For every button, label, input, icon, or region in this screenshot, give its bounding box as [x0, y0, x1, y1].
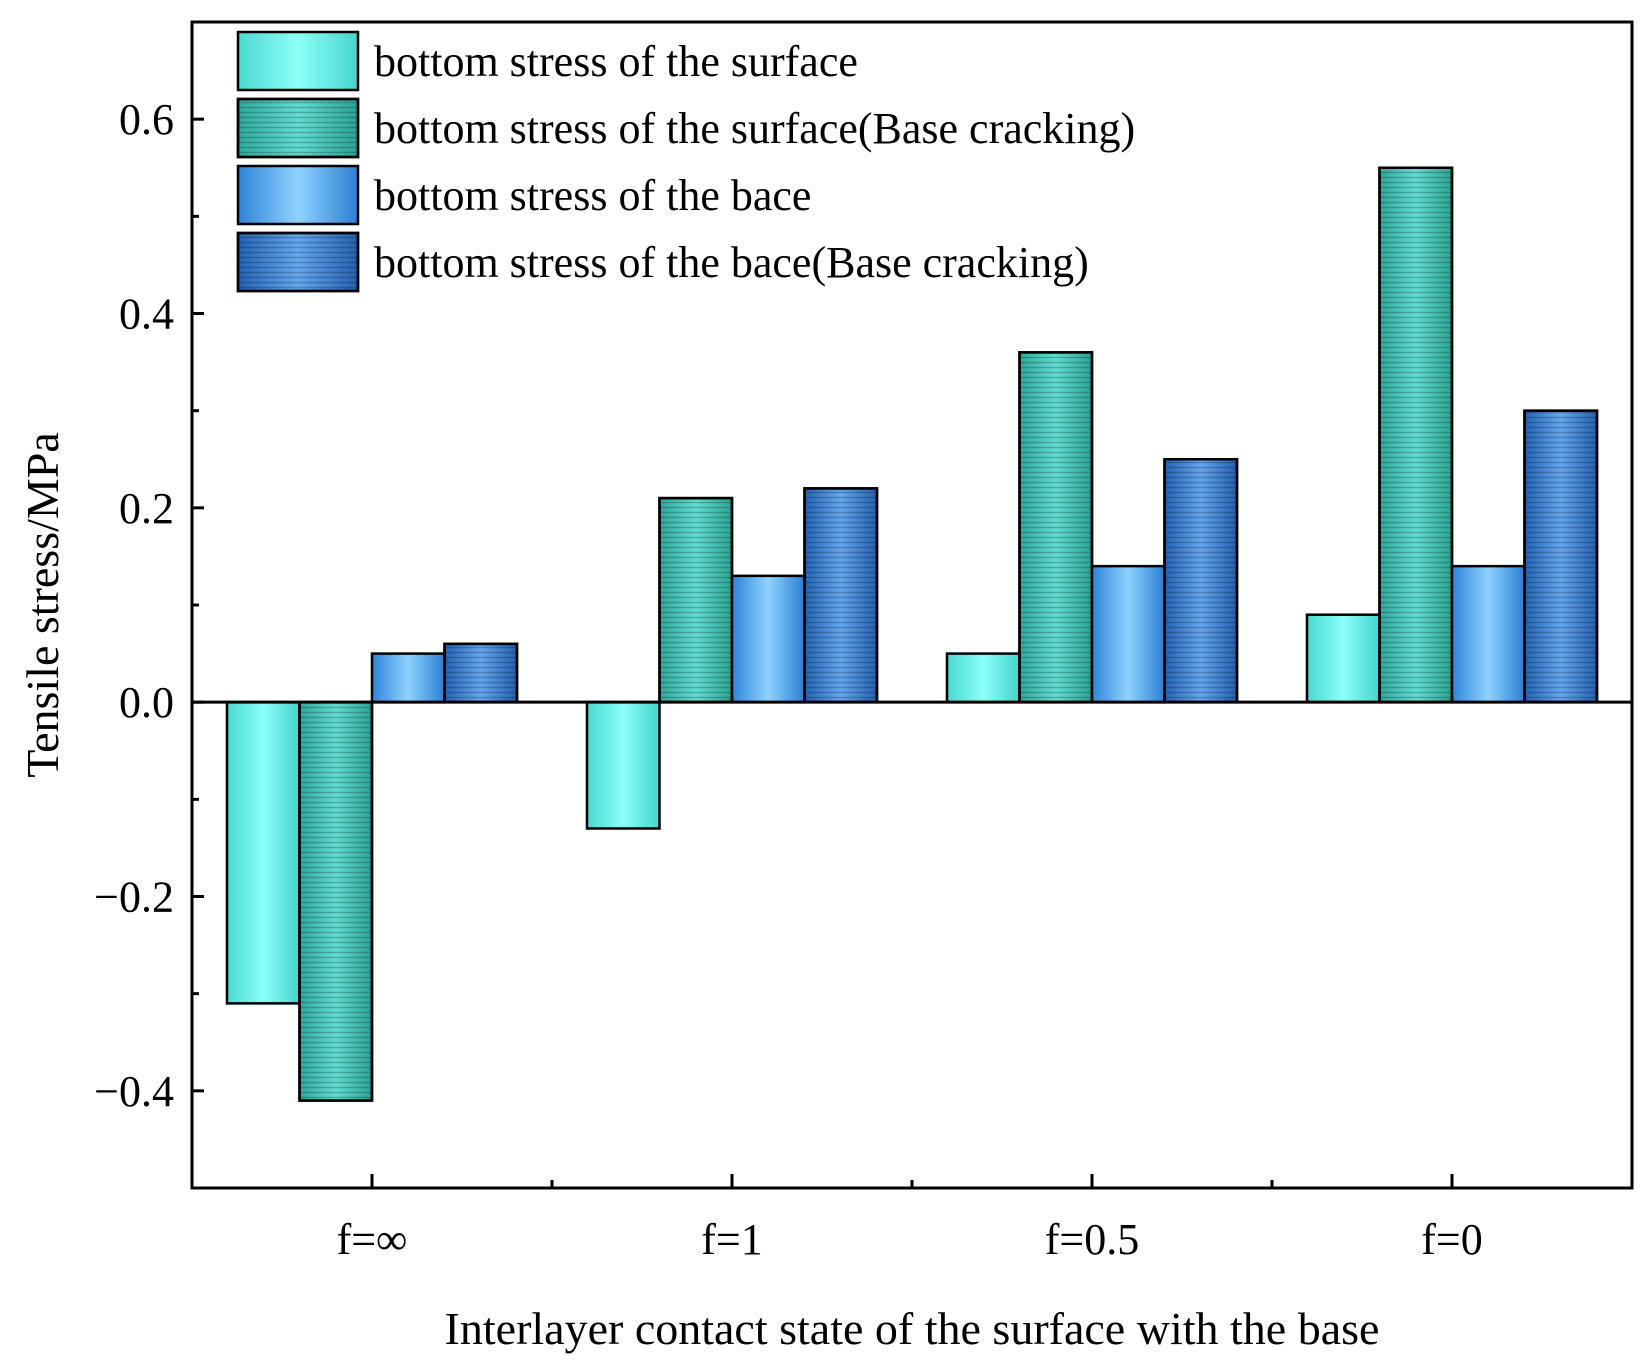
- bar-hatch-s1-c1: [658, 496, 734, 704]
- y-tick-label: −0.4: [94, 1067, 174, 1116]
- bar-s2-c3: [1450, 564, 1526, 704]
- bar-s2-c1: [730, 574, 806, 704]
- x-tick-label: f=∞: [337, 1215, 408, 1264]
- bar-s2-c0: [370, 652, 446, 704]
- bar-hatch-s3-c0: [443, 642, 519, 704]
- bar-hatch-s1-c3: [1378, 166, 1454, 704]
- x-tick-label: f=0.5: [1045, 1215, 1139, 1264]
- y-tick-label: −0.2: [94, 873, 174, 922]
- bar-s0-c0: [225, 700, 301, 1005]
- legend-swatch-0: [236, 30, 360, 92]
- bar-hatch-s1-c2: [1018, 351, 1094, 704]
- bar-s0-c2: [945, 652, 1021, 704]
- y-axis-title: Tensile stress/MPa: [17, 432, 68, 778]
- x-tick-label: f=0: [1421, 1215, 1482, 1264]
- y-tick-label: 0.0: [119, 678, 174, 727]
- legend-swatch-2: [236, 164, 360, 226]
- x-axis: f=∞ f=1 f=0.5 f=0: [337, 1174, 1483, 1264]
- legend-swatch-hatch-1: [236, 97, 360, 159]
- x-axis-title: Interlayer contact state of the surface …: [445, 1303, 1380, 1354]
- legend-label-2: bottom stress of the bace: [374, 171, 811, 220]
- bar-hatch-s1-c0: [298, 700, 374, 1102]
- legend-swatch-hatch-3: [236, 231, 360, 293]
- x-tick-label: f=1: [701, 1215, 762, 1264]
- bar-hatch-s3-c3: [1523, 409, 1599, 704]
- y-axis: −0.4 −0.2 0.0 0.2 0.4 0.6: [94, 20, 204, 1190]
- bar-hatch-s3-c1: [803, 487, 879, 704]
- legend-label-3: bottom stress of the bace(Base cracking): [374, 238, 1089, 287]
- legend-label-0: bottom stress of the surface: [374, 37, 858, 86]
- bar-s0-c1: [585, 700, 661, 830]
- y-tick-label: 0.6: [119, 95, 174, 144]
- bar-hatch-s3-c2: [1163, 458, 1239, 704]
- bars-layer: [225, 166, 1599, 1102]
- legend: bottom stress of the surface bottom stres…: [236, 30, 1135, 293]
- legend-label-1: bottom stress of the surface(Base cracki…: [374, 104, 1135, 153]
- bar-s0-c3: [1305, 613, 1381, 704]
- y-tick-label: 0.4: [119, 290, 174, 339]
- bar-s2-c2: [1090, 564, 1166, 704]
- y-tick-label: 0.2: [119, 484, 174, 533]
